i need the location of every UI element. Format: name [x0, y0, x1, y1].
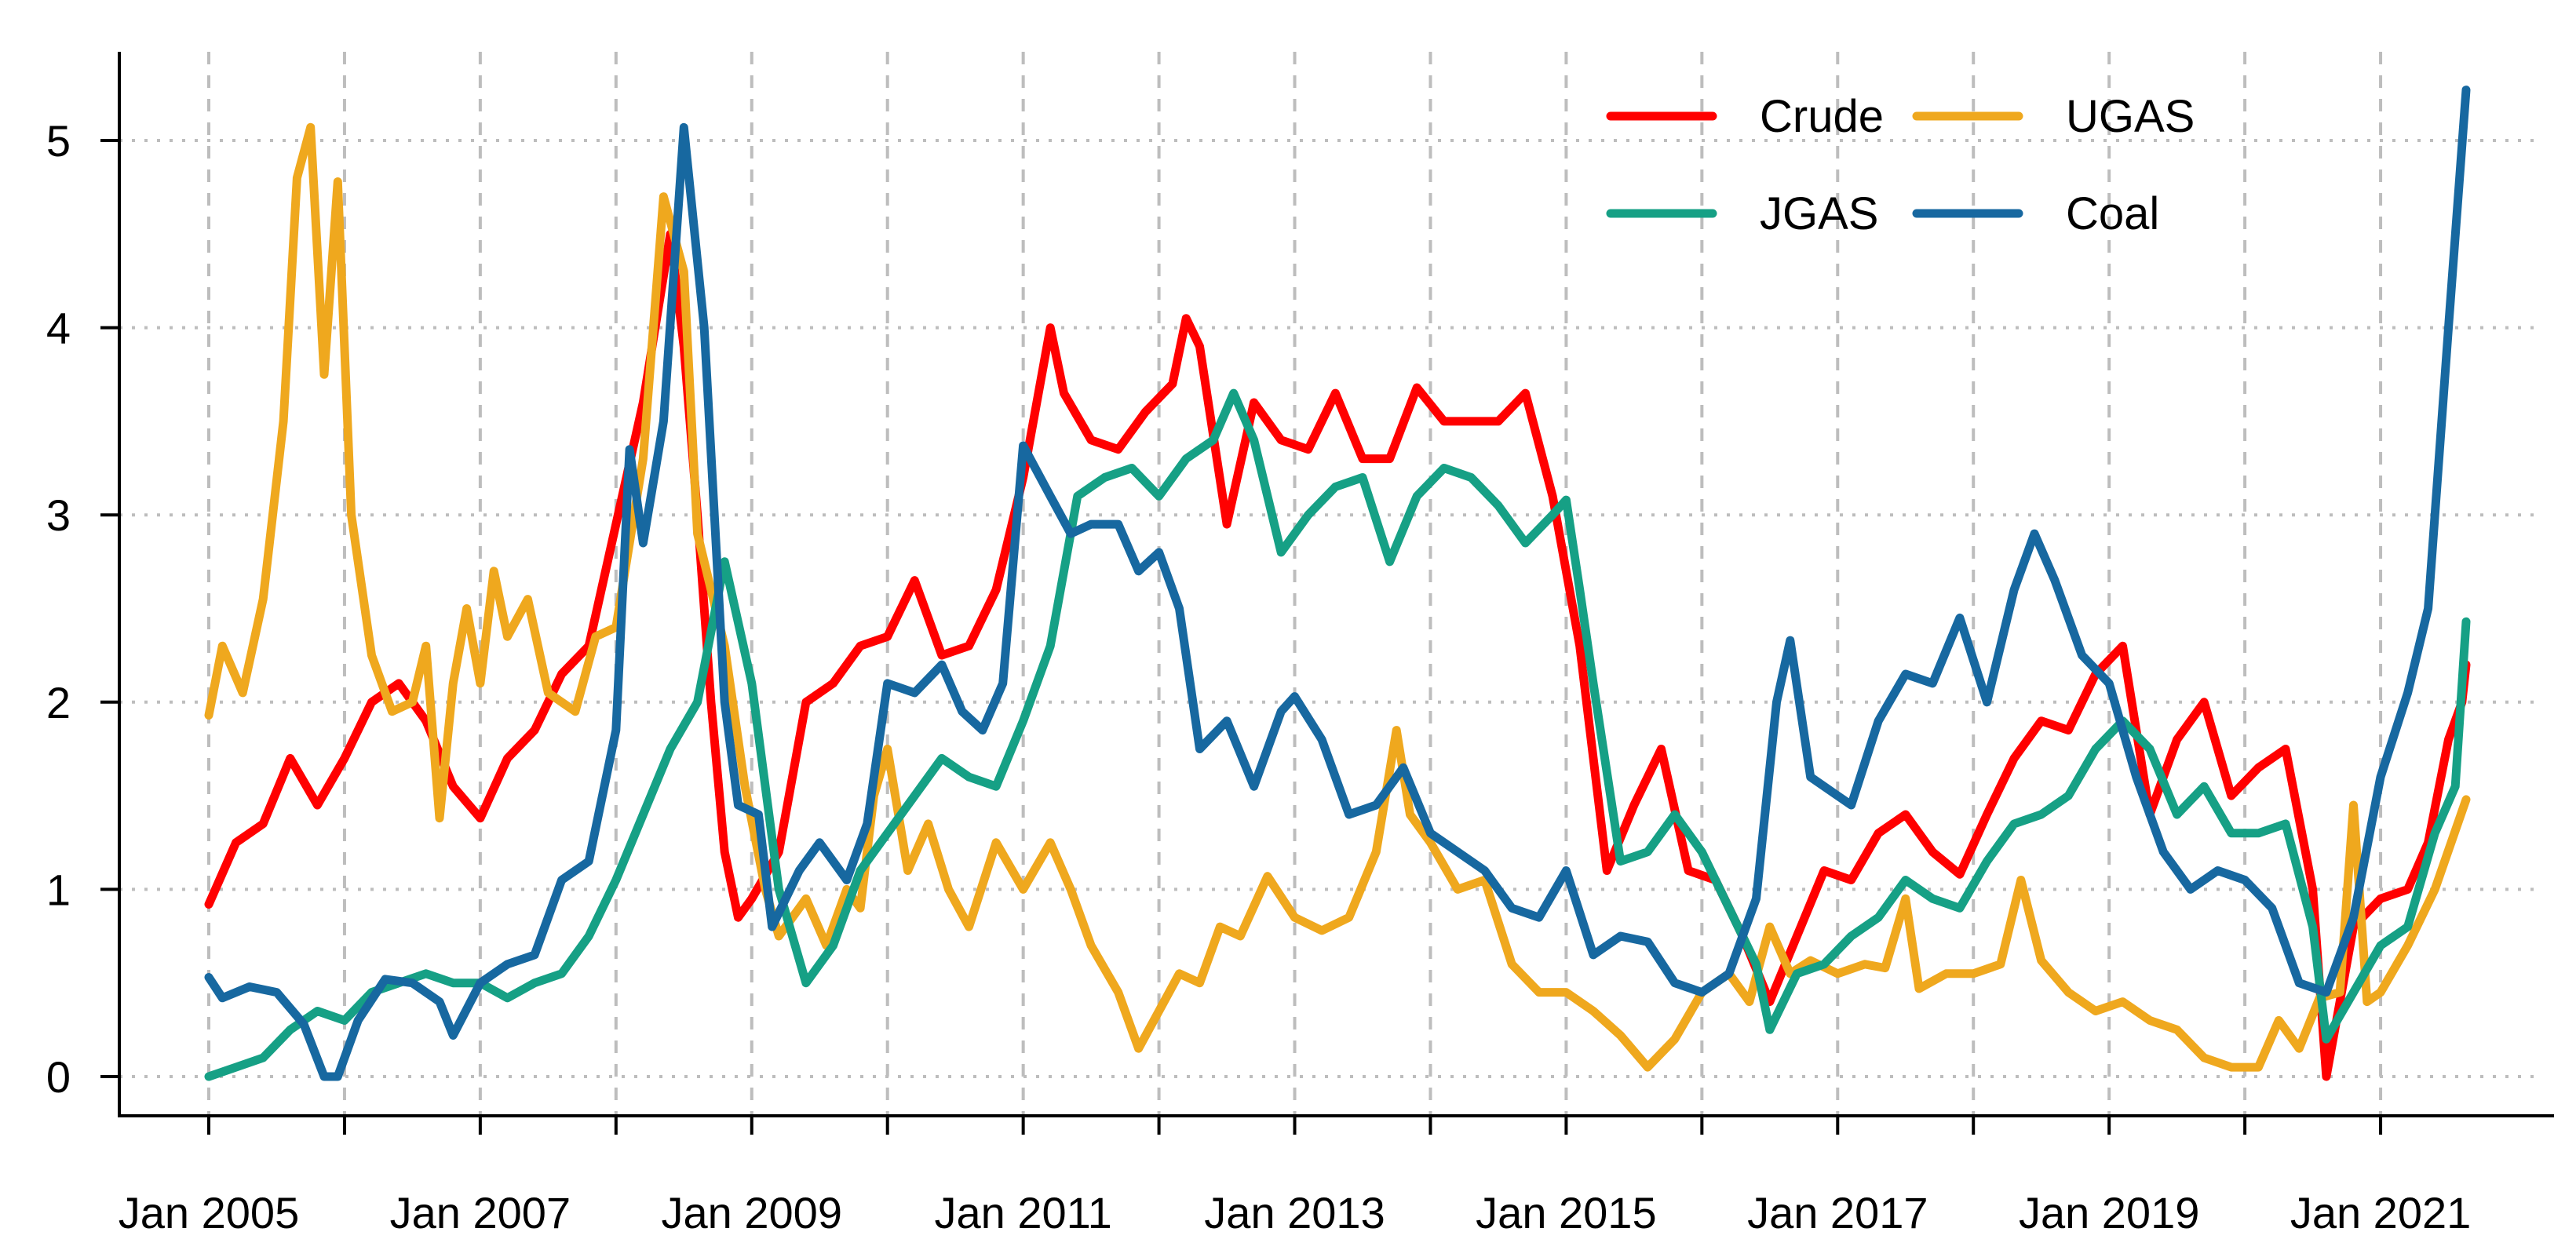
series-line-jgas — [204, 388, 2471, 1081]
y-tick-label-3: 3 — [46, 490, 71, 540]
axes — [118, 52, 2554, 1117]
legend-label-coal: Coal — [2066, 188, 2159, 239]
x-tick-label-2013: Jan 2013 — [1204, 1188, 1385, 1237]
series-line-crude — [204, 229, 2471, 1081]
grid-lines — [119, 52, 2538, 1116]
legend: Crude UGAS JGAS Coal — [1606, 91, 2195, 239]
y-tick-label-5: 5 — [46, 116, 71, 166]
y-axis-ticks: 0 1 2 3 4 5 — [46, 116, 119, 1102]
series-line-ugas — [204, 122, 2471, 1072]
x-tick-label-2017: Jan 2017 — [1747, 1188, 1928, 1237]
x-tick-label-2021: Jan 2021 — [2290, 1188, 2471, 1237]
y-tick-label-4: 4 — [46, 304, 71, 353]
axis-frame — [118, 52, 2554, 1117]
series-lines — [204, 86, 2471, 1081]
x-tick-label-2009: Jan 2009 — [662, 1188, 842, 1237]
series-line-coal — [204, 86, 2471, 1081]
y-tick-label-0: 0 — [46, 1052, 71, 1102]
y-tick-label-1: 1 — [46, 865, 71, 914]
x-axis-ticks: Jan 2005 Jan 2007 Jan 2009 Jan 2011 Jan 2013… — [119, 1116, 2471, 1237]
x-tick-label-2019: Jan 2019 — [2019, 1188, 2199, 1237]
legend-label-jgas: JGAS — [1760, 188, 1879, 239]
x-tick-label-2005: Jan 2005 — [119, 1188, 299, 1237]
y-tick-label-2: 2 — [46, 678, 71, 727]
legend-label-crude: Crude — [1760, 91, 1884, 142]
x-tick-label-2015: Jan 2015 — [1476, 1188, 1656, 1237]
legend-label-ugas: UGAS — [2066, 91, 2195, 142]
x-tick-label-2011: Jan 2011 — [935, 1188, 1112, 1237]
x-tick-label-2007: Jan 2007 — [390, 1188, 571, 1237]
